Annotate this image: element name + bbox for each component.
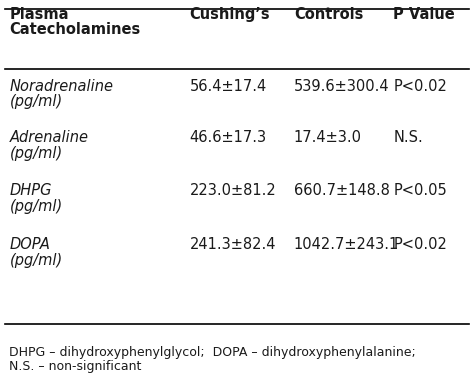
Text: DHPG: DHPG [9,183,52,198]
Text: (pg/ml): (pg/ml) [9,94,63,109]
Text: 56.4±17.4: 56.4±17.4 [190,79,267,94]
Text: P<0.02: P<0.02 [393,237,447,252]
Text: 46.6±17.3: 46.6±17.3 [190,130,267,145]
Text: Cushing’s: Cushing’s [190,7,270,22]
Text: N.S. – non-significant: N.S. – non-significant [9,360,142,373]
Text: DOPA: DOPA [9,237,50,252]
Text: Adrenaline: Adrenaline [9,130,89,145]
Text: 1042.7±243.1: 1042.7±243.1 [294,237,399,252]
Text: (pg/ml): (pg/ml) [9,253,63,268]
Text: 660.7±148.8: 660.7±148.8 [294,183,390,198]
Text: Controls: Controls [294,7,363,22]
Text: Plasma: Plasma [9,7,69,22]
Text: N.S.: N.S. [393,130,423,145]
Text: (pg/ml): (pg/ml) [9,146,63,161]
Text: 539.6±300.4: 539.6±300.4 [294,79,390,94]
Text: DHPG – dihydroxyphenylglycol;  DOPA – dihydroxyphenylalanine;: DHPG – dihydroxyphenylglycol; DOPA – dih… [9,346,416,359]
Text: P<0.02: P<0.02 [393,79,447,94]
Text: P Value: P Value [393,7,455,22]
Text: P<0.05: P<0.05 [393,183,447,198]
Text: Catecholamines: Catecholamines [9,22,141,37]
Text: 223.0±81.2: 223.0±81.2 [190,183,276,198]
Text: (pg/ml): (pg/ml) [9,199,63,214]
Text: 17.4±3.0: 17.4±3.0 [294,130,362,145]
Text: Noradrenaline: Noradrenaline [9,79,113,94]
Text: 241.3±82.4: 241.3±82.4 [190,237,276,252]
